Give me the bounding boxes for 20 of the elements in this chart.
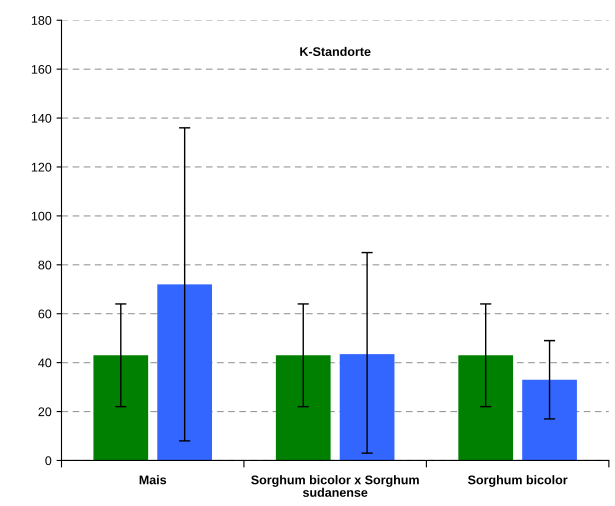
y-tick-label: 20 [38, 407, 52, 416]
x-tick-label: Sorghum bicolor x Sorghum sudanense [251, 475, 419, 497]
y-tick-label: 100 [32, 212, 52, 221]
y-tick-label: 180 [32, 16, 52, 25]
y-tick-label: 80 [38, 260, 52, 270]
y-tick-label: 140 [32, 114, 52, 123]
bar [157, 284, 212, 460]
text: K-Standorte [300, 46, 371, 56]
y-tick-label: 60 [38, 310, 52, 318]
bar [522, 380, 577, 460]
bar [458, 355, 514, 460]
y-tick-label: 40 [38, 358, 52, 368]
bar [276, 355, 331, 460]
y-tick-label: 120 [32, 162, 52, 172]
bar [340, 354, 394, 460]
x-tick-label: Mais [140, 475, 166, 484]
y-tick-label: 160 [32, 64, 52, 74]
y-tick-label: 0 [45, 456, 52, 466]
bar [93, 355, 148, 460]
x-tick-label: Sorghum bicolor [468, 475, 568, 487]
